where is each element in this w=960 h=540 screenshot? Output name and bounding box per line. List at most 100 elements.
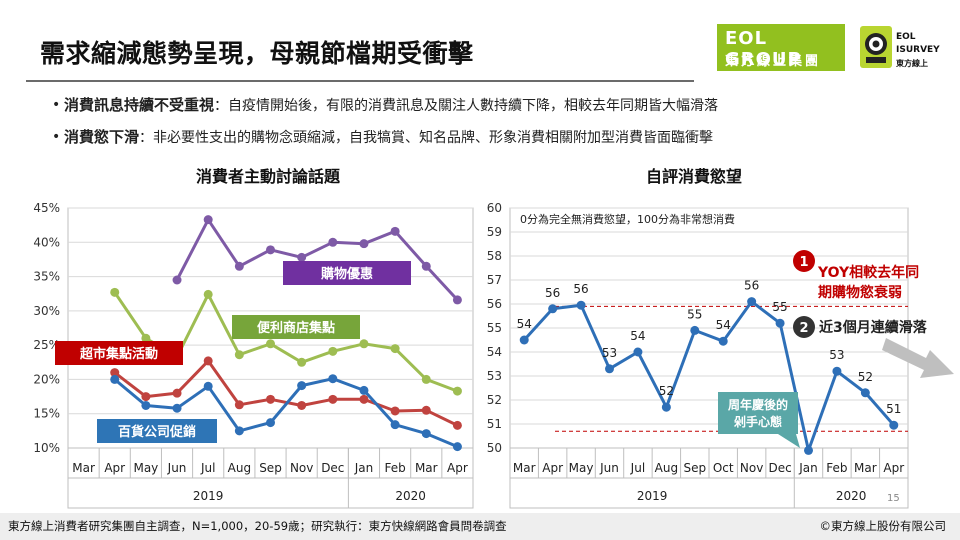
year-label: 2020 [836,489,867,503]
data-point [110,368,120,378]
data-label: 53 [602,346,617,360]
y-tick-label: 59 [487,225,502,239]
data-label: 55 [687,307,702,321]
data-point [421,374,431,384]
data-point [328,374,338,384]
y-tick-label: 25% [33,338,60,352]
data-point [203,356,213,366]
bullet-item: • 消費慾下滑：非必要性支出的購物念頭縮減，自我犒賞、知名品牌、形象消費相關附加… [52,124,718,156]
x-tick-label: Nov [740,461,763,475]
y-tick-label: 52 [487,393,502,407]
year-label: 2019 [193,489,224,503]
x-tick-label: Apr [542,461,563,475]
data-point [359,385,369,395]
data-point [266,394,275,404]
bullet-key: 消費訊息持續不受重視 [64,96,215,114]
x-tick-label: May [569,461,594,475]
data-point [172,388,182,398]
data-point [266,245,275,255]
data-point [390,406,400,416]
x-tick-label: Mar [72,461,95,475]
bullet-dot-icon: • [52,129,61,145]
x-tick-label: Apr [883,461,904,475]
x-tick-label: Mar [854,461,877,475]
data-label: 54 [517,317,532,331]
eol-group-logo: EOL GROUP 東方線上集團 [717,24,845,71]
data-point [297,381,307,391]
y-tick-label: 35% [33,270,60,284]
data-point [548,304,558,314]
chart-title-discussion: 消費者主動討論話題 [196,167,341,186]
eol-isurvey-logo: EOL ISURVEY 東方線上 [858,24,954,71]
discussion-topics-chart: 45% 40% 35% 30% 25% 20% 15% 10% Mar Apr May Jun Jul A… [33,201,474,509]
data-point [297,400,307,410]
y-tick-label: 20% [33,372,60,386]
data-point [519,335,529,345]
data-point [266,418,275,428]
isurvey-logo-text2: ISURVEY [896,45,940,55]
data-point [266,339,275,349]
y-tick-label: 56 [487,297,502,311]
y-tick-label: 58 [487,249,502,263]
chart-title-desire: 自評消費慾望 [646,167,743,186]
data-point [804,445,813,455]
annotation-2-text: 近3個月連續滑落 [819,319,928,336]
series-label: 超市集點活動 [80,346,158,362]
x-tick-label: Jun [599,461,619,475]
chart-subtitle: 0分為完全無消費慾望，100分為非常想消費 [520,212,735,226]
summary-bullets: • 消費訊息持續不受重視：自疫情開始後，有限的消費訊息及關注人數持續下降，相較去… [52,92,719,156]
bullet-item: • 消費訊息持續不受重視：自疫情開始後，有限的消費訊息及關注人數持續下降，相較去… [52,92,719,124]
data-point [452,420,462,430]
y-tick-label: 54 [487,345,502,359]
x-tick-label: Jul [630,461,645,475]
data-point [141,392,151,402]
x-tick-label: Aug [228,461,251,475]
data-point [390,344,400,354]
y-tick-label: 51 [487,417,502,431]
data-label: 56 [573,282,588,296]
data-point [359,394,369,404]
year-label: 2020 [395,489,426,503]
data-point [690,325,700,335]
data-label: 53 [829,348,844,362]
note-box [718,392,798,434]
data-point [633,347,643,357]
x-tick-label: Jan [354,461,374,475]
y-tick-label: 60 [487,201,502,215]
x-tick-label: Sep [683,461,706,475]
data-point [576,300,586,310]
data-point [203,381,213,391]
series-label-box [55,341,183,365]
series-label: 購物優惠 [320,266,373,282]
data-point [452,295,462,305]
data-point [328,394,338,404]
note-text: 剁手心態 [733,414,782,429]
x-tick-label: Dec [768,461,791,475]
series-line [523,300,895,452]
data-label: 54 [630,329,645,343]
x-tick-label: Apr [104,461,125,475]
data-point [234,261,244,271]
page-title: 需求縮減態勢呈現，母親節檔期受衝擊 [40,39,474,68]
data-point [172,275,182,285]
x-tick-label: Apr [447,461,468,475]
data-point [297,357,307,367]
data-point [421,429,431,439]
eol-logo-text: EOL GROUP [725,28,802,70]
data-point [328,346,338,356]
data-point [775,318,785,328]
series-line [113,377,458,448]
data-point [832,366,842,376]
data-point [234,426,244,436]
data-point [390,226,400,236]
data-point [452,386,462,396]
footer-source: 東方線上消費者研究集團自主調查，N=1,000，20-59歲；研究執行：東方快線… [8,519,507,533]
data-point [234,400,244,410]
bullet-text: ：自疫情開始後，有限的消費訊息及關注人數持續下降，相較去年同期皆大幅滑落 [214,98,719,114]
annotation-1-text: 期購物慾衰弱 [818,284,902,301]
annotation-1-badge [793,250,815,272]
footer-bar [0,513,960,540]
data-point [605,364,614,374]
annotation-2-number: 2 [799,321,808,336]
title-underline [26,80,694,82]
